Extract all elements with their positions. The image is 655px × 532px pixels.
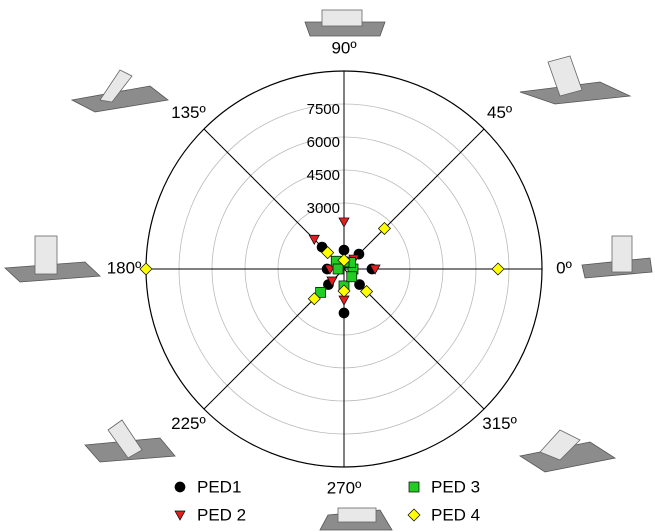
spoke <box>343 128 485 270</box>
data-point <box>315 286 327 298</box>
angle-label: 135º <box>171 103 206 122</box>
data-point <box>139 262 153 276</box>
angle-label: 45º <box>487 103 512 122</box>
data-point <box>360 285 374 299</box>
legend-marker <box>174 510 186 521</box>
legend-marker <box>174 481 186 493</box>
data-point <box>369 264 381 275</box>
r-tick-label: 6000 <box>307 134 340 151</box>
legend-marker <box>407 508 421 522</box>
data-point <box>307 292 321 306</box>
legend-label: PED1 <box>197 477 241 496</box>
data-point <box>321 246 335 260</box>
data-point <box>332 263 344 275</box>
angle-label: 225º <box>171 414 206 433</box>
data-point <box>338 217 350 228</box>
angle-label: 0º <box>556 258 572 277</box>
angle-label: 270º <box>327 478 362 497</box>
legend-label: PED 2 <box>197 505 246 524</box>
data-point <box>377 222 391 236</box>
data-point <box>308 234 320 246</box>
data-point <box>337 253 351 267</box>
angle-label: 90º <box>331 38 356 57</box>
data-point <box>346 271 358 283</box>
legend-label: PED 4 <box>431 505 480 524</box>
data-point <box>338 244 350 256</box>
angle-label: 180º <box>107 258 142 277</box>
r-tick-label: 4500 <box>307 167 340 184</box>
data-point <box>491 262 505 276</box>
data-point <box>326 276 338 287</box>
device-icons <box>4 9 653 531</box>
data-point <box>338 307 350 319</box>
angle-label: 315º <box>482 414 517 433</box>
r-tick-label: 3000 <box>307 200 340 217</box>
legend-marker <box>408 481 420 493</box>
r-tick-label: 7500 <box>307 101 340 118</box>
data-point <box>337 284 351 298</box>
data-point <box>324 264 336 275</box>
legend-label: PED 3 <box>431 477 480 496</box>
